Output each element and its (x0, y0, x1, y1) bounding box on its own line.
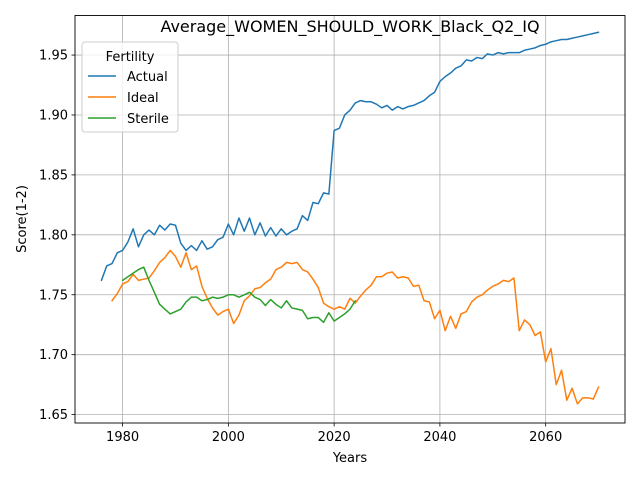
legend-box (81, 41, 179, 133)
x-tick-label: 2020 (318, 430, 351, 445)
y-tick-label: 1.95 (39, 49, 68, 64)
y-axis-title: Score(1-2) (15, 185, 30, 253)
chart-title: Average_WOMEN_SHOULD_WORK_Black_Q2_IQ (160, 17, 539, 37)
series-line-sterile (121, 266, 357, 324)
y-tick-label: 1.80 (39, 228, 68, 243)
y-tick-label: 1.70 (39, 348, 68, 363)
legend-title: Fertility (106, 50, 155, 65)
y-tick-label: 1.85 (39, 168, 68, 183)
axis-ticks: 1980 2000 2020 2040 2060 1.65 1.70 1.75 1.80 1.85… (39, 49, 562, 445)
series-line-ideal (111, 249, 600, 405)
series-lines (100, 31, 600, 405)
legend-label-actual: Actual (127, 70, 168, 85)
x-tick-label: 2060 (529, 430, 562, 445)
x-tick-label: 1980 (106, 430, 139, 445)
y-tick-label: 1.90 (39, 108, 68, 123)
x-axis-title: Years (332, 451, 368, 466)
x-tick-label: 2000 (212, 430, 245, 445)
grid (75, 15, 625, 423)
plot-frame (74, 15, 626, 424)
y-tick-label: 1.75 (39, 288, 68, 303)
y-tick-label: 1.65 (39, 408, 68, 423)
series-line-actual (100, 31, 600, 282)
legend-label-sterile: Sterile (127, 112, 169, 127)
legend: Fertility Actual Ideal Sterile (81, 41, 179, 133)
legend-label-ideal: Ideal (127, 91, 159, 106)
x-tick-label: 2040 (423, 430, 456, 445)
